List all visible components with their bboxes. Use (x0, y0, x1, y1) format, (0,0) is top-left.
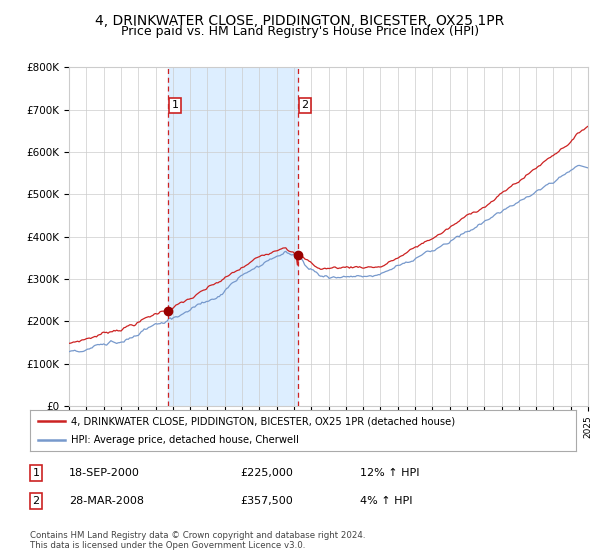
Text: 12% ↑ HPI: 12% ↑ HPI (360, 468, 419, 478)
Bar (168, 67, 298, 406)
Text: 18-SEP-2000: 18-SEP-2000 (69, 468, 140, 478)
Text: 1: 1 (32, 468, 40, 478)
Text: 2: 2 (302, 100, 308, 110)
Text: Contains HM Land Registry data © Crown copyright and database right 2024.
This d: Contains HM Land Registry data © Crown c… (30, 531, 365, 550)
Text: 4, DRINKWATER CLOSE, PIDDINGTON, BICESTER, OX25 1PR: 4, DRINKWATER CLOSE, PIDDINGTON, BICESTE… (95, 14, 505, 28)
Text: 28-MAR-2008: 28-MAR-2008 (69, 496, 144, 506)
Text: £357,500: £357,500 (240, 496, 293, 506)
Text: £225,000: £225,000 (240, 468, 293, 478)
Text: HPI: Average price, detached house, Cherwell: HPI: Average price, detached house, Cher… (71, 435, 299, 445)
Text: Price paid vs. HM Land Registry's House Price Index (HPI): Price paid vs. HM Land Registry's House … (121, 25, 479, 38)
Text: 1: 1 (172, 100, 178, 110)
Text: 4, DRINKWATER CLOSE, PIDDINGTON, BICESTER, OX25 1PR (detached house): 4, DRINKWATER CLOSE, PIDDINGTON, BICESTE… (71, 417, 455, 426)
Text: 4% ↑ HPI: 4% ↑ HPI (360, 496, 413, 506)
Text: 2: 2 (32, 496, 40, 506)
